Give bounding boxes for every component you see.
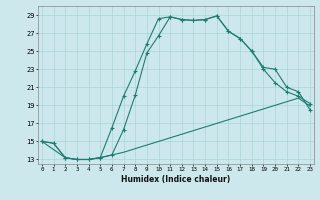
X-axis label: Humidex (Indice chaleur): Humidex (Indice chaleur) bbox=[121, 175, 231, 184]
